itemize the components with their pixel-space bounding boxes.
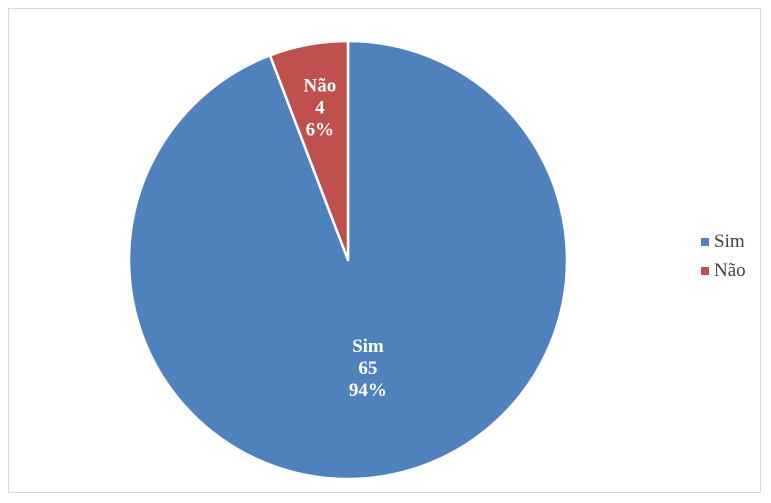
pie-slices (127, 39, 569, 481)
data-label-sim: Sim 65 94% (349, 336, 387, 401)
data-label-sim-line-2: 94% (349, 380, 387, 401)
data-label-nao-line-0: Não (304, 76, 337, 97)
legend-swatch-nao (701, 266, 709, 275)
pie-data-labels: Sim 65 94% Não 4 6% (304, 76, 387, 402)
legend-label-sim: Sim (714, 230, 745, 252)
data-label-nao-line-2: 6% (306, 120, 335, 141)
data-label-nao: Não 4 6% (304, 76, 337, 141)
data-label-sim-line-1: 65 (358, 358, 377, 379)
data-label-sim-line-0: Sim (352, 336, 384, 357)
legend-swatch-sim (701, 237, 709, 246)
data-label-nao-line-1: 4 (315, 98, 325, 119)
legend-label-nao: Não (714, 259, 746, 281)
legend-item-sim: Sim (701, 227, 746, 256)
pie-slice-nao (268, 39, 350, 262)
legend-item-nao: Não (701, 256, 746, 285)
chart-legend: Sim Não (701, 227, 746, 285)
